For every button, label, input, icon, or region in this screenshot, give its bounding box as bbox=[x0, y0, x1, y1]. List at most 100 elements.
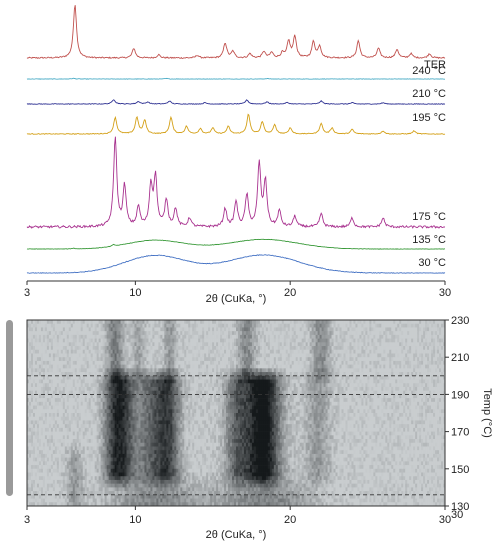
heatmap-cell bbox=[301, 383, 304, 388]
heatmap-cell bbox=[337, 338, 340, 343]
heatmap-cell bbox=[289, 383, 293, 388]
heatmap-cell bbox=[361, 368, 364, 373]
heatmap-cell bbox=[138, 320, 141, 325]
heatmap-cell bbox=[341, 386, 344, 391]
heatmap-cell bbox=[66, 375, 70, 380]
heatmap-cell bbox=[421, 368, 424, 373]
heatmap-cell bbox=[381, 390, 384, 395]
heatmap-cell bbox=[319, 323, 322, 328]
heatmap-cell bbox=[403, 368, 406, 373]
heatmap-cell bbox=[377, 360, 380, 365]
heatmap-cell bbox=[281, 372, 285, 377]
heatmap-cell bbox=[110, 360, 113, 365]
heatmap-cell bbox=[36, 360, 40, 365]
heatmap-cell bbox=[182, 360, 185, 365]
heatmap-cell bbox=[96, 349, 99, 354]
heatmap-cell bbox=[98, 327, 101, 332]
heatmap-cell bbox=[385, 323, 388, 328]
heatmap-cell bbox=[186, 338, 189, 343]
heatmap-cell bbox=[158, 390, 161, 395]
heatmap-cell bbox=[423, 338, 426, 343]
heatmap-cell bbox=[355, 368, 358, 373]
heatmap-cell bbox=[281, 342, 285, 347]
heatmap-cell bbox=[206, 320, 209, 325]
heatmap-cell bbox=[122, 398, 125, 403]
heatmap-cell bbox=[353, 375, 356, 380]
heatmap-cell bbox=[293, 357, 297, 362]
heatmap-cell bbox=[154, 338, 157, 343]
heatmap-cell bbox=[395, 360, 398, 365]
heatmap-cell bbox=[200, 401, 203, 406]
heatmap-cell bbox=[226, 349, 229, 354]
heatmap-cell bbox=[138, 398, 141, 403]
heatmap-cell bbox=[106, 383, 109, 388]
heatmap-cell bbox=[110, 390, 113, 395]
heatmap-cell bbox=[245, 383, 249, 388]
heatmap-cell bbox=[146, 390, 149, 395]
heatmap-cell bbox=[409, 338, 412, 343]
heatmap-cell bbox=[232, 398, 235, 403]
heatmap-cell bbox=[36, 394, 40, 399]
heatmap-cell bbox=[301, 379, 304, 384]
heatmap-cell bbox=[144, 364, 147, 369]
heatmap-cell bbox=[419, 338, 422, 343]
heatmap-cell bbox=[271, 334, 275, 339]
heatmap-cell bbox=[216, 394, 219, 399]
heatmap-cell bbox=[84, 357, 88, 362]
heatmap-cell bbox=[289, 357, 293, 362]
heatmap-cell bbox=[66, 320, 70, 325]
heatmap-cell bbox=[226, 327, 229, 332]
heatmap-cell bbox=[58, 379, 62, 384]
heatmap-cell bbox=[204, 353, 207, 358]
heatmap-cell bbox=[425, 394, 428, 399]
heatmap-cell bbox=[427, 379, 430, 384]
heatmap-cell bbox=[48, 320, 52, 325]
heatmap-cell bbox=[311, 320, 314, 325]
heatmap-cell bbox=[329, 323, 332, 328]
heatmap-cell bbox=[202, 357, 205, 362]
heatmap-cell bbox=[333, 383, 336, 388]
heatmap-cell bbox=[311, 357, 314, 362]
heatmap-cell bbox=[216, 357, 219, 362]
heatmap-cell bbox=[425, 390, 428, 395]
heatmap-cell bbox=[60, 338, 64, 343]
heatmap-cell bbox=[154, 379, 157, 384]
heatmap-cell bbox=[176, 375, 179, 380]
heatmap-cell bbox=[329, 320, 332, 325]
heatmap-cell bbox=[196, 386, 199, 391]
heatmap-cell bbox=[349, 379, 352, 384]
heatmap-cell bbox=[170, 323, 173, 328]
heatmap-cell bbox=[293, 394, 297, 399]
heatmap-cell bbox=[383, 379, 386, 384]
heatmap-cell bbox=[433, 338, 436, 343]
heatmap-cell bbox=[311, 353, 314, 358]
heatmap-cell bbox=[309, 357, 312, 362]
heatmap-cell bbox=[58, 346, 62, 351]
heatmap-cell bbox=[202, 334, 205, 339]
heatmap-cell bbox=[399, 375, 402, 380]
heatmap-cell bbox=[317, 320, 320, 325]
heatmap-cell bbox=[299, 360, 302, 365]
heatmap-cell bbox=[373, 401, 376, 406]
heatmap-cell bbox=[50, 331, 54, 336]
heatmap-cell bbox=[349, 360, 352, 365]
heatmap-cell bbox=[78, 357, 82, 362]
heatmap-cell bbox=[236, 342, 239, 347]
heatmap-cell bbox=[84, 386, 88, 391]
heatmap-cell bbox=[267, 386, 271, 391]
heatmap-cell bbox=[196, 353, 199, 358]
heatmap-cell bbox=[28, 331, 32, 336]
heatmap-cell bbox=[405, 398, 408, 403]
heatmap-cell bbox=[226, 357, 229, 362]
heatmap-cell bbox=[108, 383, 111, 388]
heatmap-cell bbox=[301, 357, 304, 362]
heatmap-cell bbox=[148, 346, 151, 351]
heatmap-cell bbox=[307, 390, 310, 395]
heatmap-cell bbox=[379, 353, 382, 358]
heatmap-cell bbox=[172, 353, 175, 358]
heatmap-cell bbox=[132, 394, 135, 399]
heatmap-cell bbox=[289, 338, 293, 343]
heatmap-cell bbox=[439, 338, 442, 343]
heatmap-cell bbox=[315, 338, 318, 343]
heatmap-cell bbox=[232, 379, 235, 384]
